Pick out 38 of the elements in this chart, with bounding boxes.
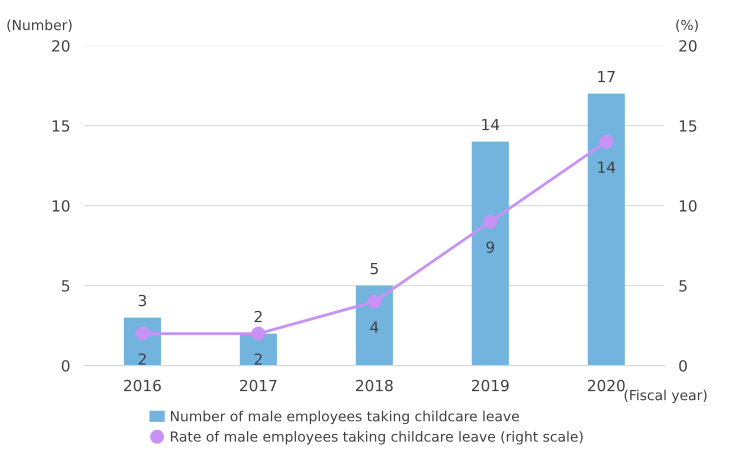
point <box>135 326 150 341</box>
x-axis-title: (Fiscal year) <box>624 390 707 404</box>
y2-axis-title: (%) <box>676 19 698 32</box>
point <box>367 294 382 309</box>
bar <box>588 94 625 366</box>
y-tick-label: 15 <box>52 120 70 132</box>
x-tick-label: 2019 <box>472 380 509 392</box>
point <box>483 214 498 229</box>
bar <box>472 142 509 366</box>
x-tick-label: 2016 <box>124 380 161 392</box>
data-label: 9 <box>486 241 494 253</box>
point <box>599 134 614 149</box>
legend-label: Rate of male employees taking childcare leave (right scale) <box>170 431 583 444</box>
data-label: 14 <box>482 119 500 130</box>
data-label: 2 <box>138 353 146 365</box>
data-label: 2 <box>254 353 262 365</box>
x-tick-label: 2020 <box>588 380 625 392</box>
y2-tick-label: 5 <box>679 280 687 292</box>
y-tick-label: 0 <box>62 360 70 372</box>
y2-tick-label: 0 <box>679 360 687 372</box>
legend-label: Number of male employees taking childcare leave <box>170 410 519 424</box>
data-label: 2 <box>254 310 262 322</box>
y2-tick-label: 10 <box>680 200 697 212</box>
y-tick-label: 20 <box>52 40 70 52</box>
bar <box>356 286 393 366</box>
data-label: 4 <box>370 322 378 333</box>
point <box>251 326 266 341</box>
data-label: 17 <box>598 71 615 82</box>
data-label: 5 <box>370 262 378 274</box>
y2-tick-label: 15 <box>680 120 696 132</box>
y-tick-label: 10 <box>52 200 70 212</box>
x-tick-label: 2018 <box>356 380 393 392</box>
data-label: 14 <box>598 162 616 173</box>
y-axis-title: (Number) <box>7 19 72 32</box>
y2-tick-label: 20 <box>679 40 697 52</box>
x-tick-label: 2017 <box>240 380 276 392</box>
y-tick-label: 5 <box>62 280 70 292</box>
data-label: 3 <box>138 294 146 306</box>
